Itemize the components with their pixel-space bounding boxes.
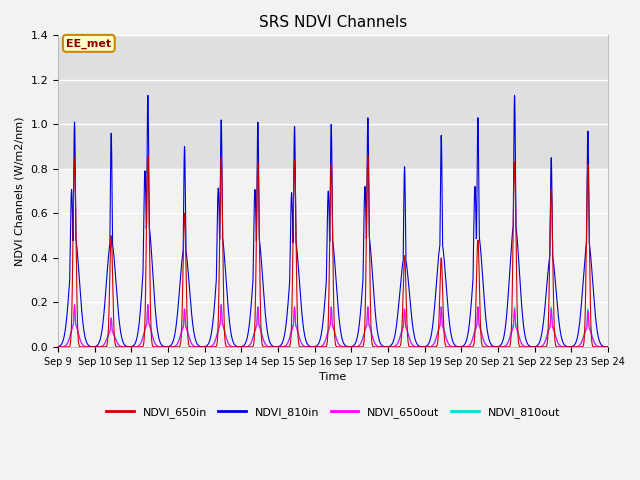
Bar — [58, 36, 608, 169]
NDVI_810out — [260, 338, 268, 344]
NDVI_810out — [144, 302, 152, 308]
NDVI_650out — [409, 343, 417, 348]
X-axis label: Time: Time — [319, 372, 347, 382]
NDVI_650in — [602, 344, 610, 350]
NDVI_650out — [260, 338, 268, 344]
Text: EE_met: EE_met — [67, 38, 111, 48]
NDVI_650out — [166, 344, 174, 350]
Legend: NDVI_650in, NDVI_810in, NDVI_650out, NDVI_810out: NDVI_650in, NDVI_810in, NDVI_650out, NDV… — [102, 402, 564, 422]
NDVI_810out — [172, 343, 180, 348]
NDVI_650in — [144, 153, 152, 158]
NDVI_810out — [604, 344, 612, 350]
NDVI_810out — [409, 342, 417, 348]
NDVI_650in — [260, 344, 268, 350]
Line: NDVI_650in: NDVI_650in — [58, 156, 608, 347]
NDVI_810in — [166, 343, 174, 349]
NDVI_810out — [602, 344, 610, 350]
NDVI_810out — [487, 344, 495, 350]
NDVI_650out — [172, 343, 180, 348]
NDVI_650in — [172, 344, 180, 350]
NDVI_650out — [487, 344, 495, 350]
NDVI_650in — [166, 344, 174, 350]
NDVI_650in — [54, 344, 62, 350]
NDVI_650out — [602, 344, 610, 350]
NDVI_810in — [409, 325, 417, 331]
NDVI_810in — [602, 344, 610, 350]
NDVI_650in — [409, 344, 417, 350]
NDVI_650out — [70, 302, 78, 308]
Y-axis label: NDVI Channels (W/m2/nm): NDVI Channels (W/m2/nm) — [15, 116, 25, 266]
Line: NDVI_810out: NDVI_810out — [58, 305, 608, 347]
NDVI_650out — [604, 344, 612, 350]
NDVI_810in — [604, 344, 612, 350]
NDVI_810out — [54, 344, 62, 350]
NDVI_810in — [172, 326, 180, 332]
NDVI_650in — [487, 344, 495, 350]
Title: SRS NDVI Channels: SRS NDVI Channels — [259, 15, 407, 30]
Line: NDVI_650out: NDVI_650out — [58, 305, 608, 347]
Line: NDVI_810in: NDVI_810in — [58, 96, 608, 347]
NDVI_650in — [604, 344, 612, 350]
NDVI_810in — [487, 342, 495, 348]
NDVI_810out — [166, 344, 174, 350]
NDVI_650out — [54, 344, 62, 350]
NDVI_810in — [260, 295, 268, 300]
NDVI_810in — [54, 344, 62, 349]
NDVI_810in — [144, 93, 152, 98]
